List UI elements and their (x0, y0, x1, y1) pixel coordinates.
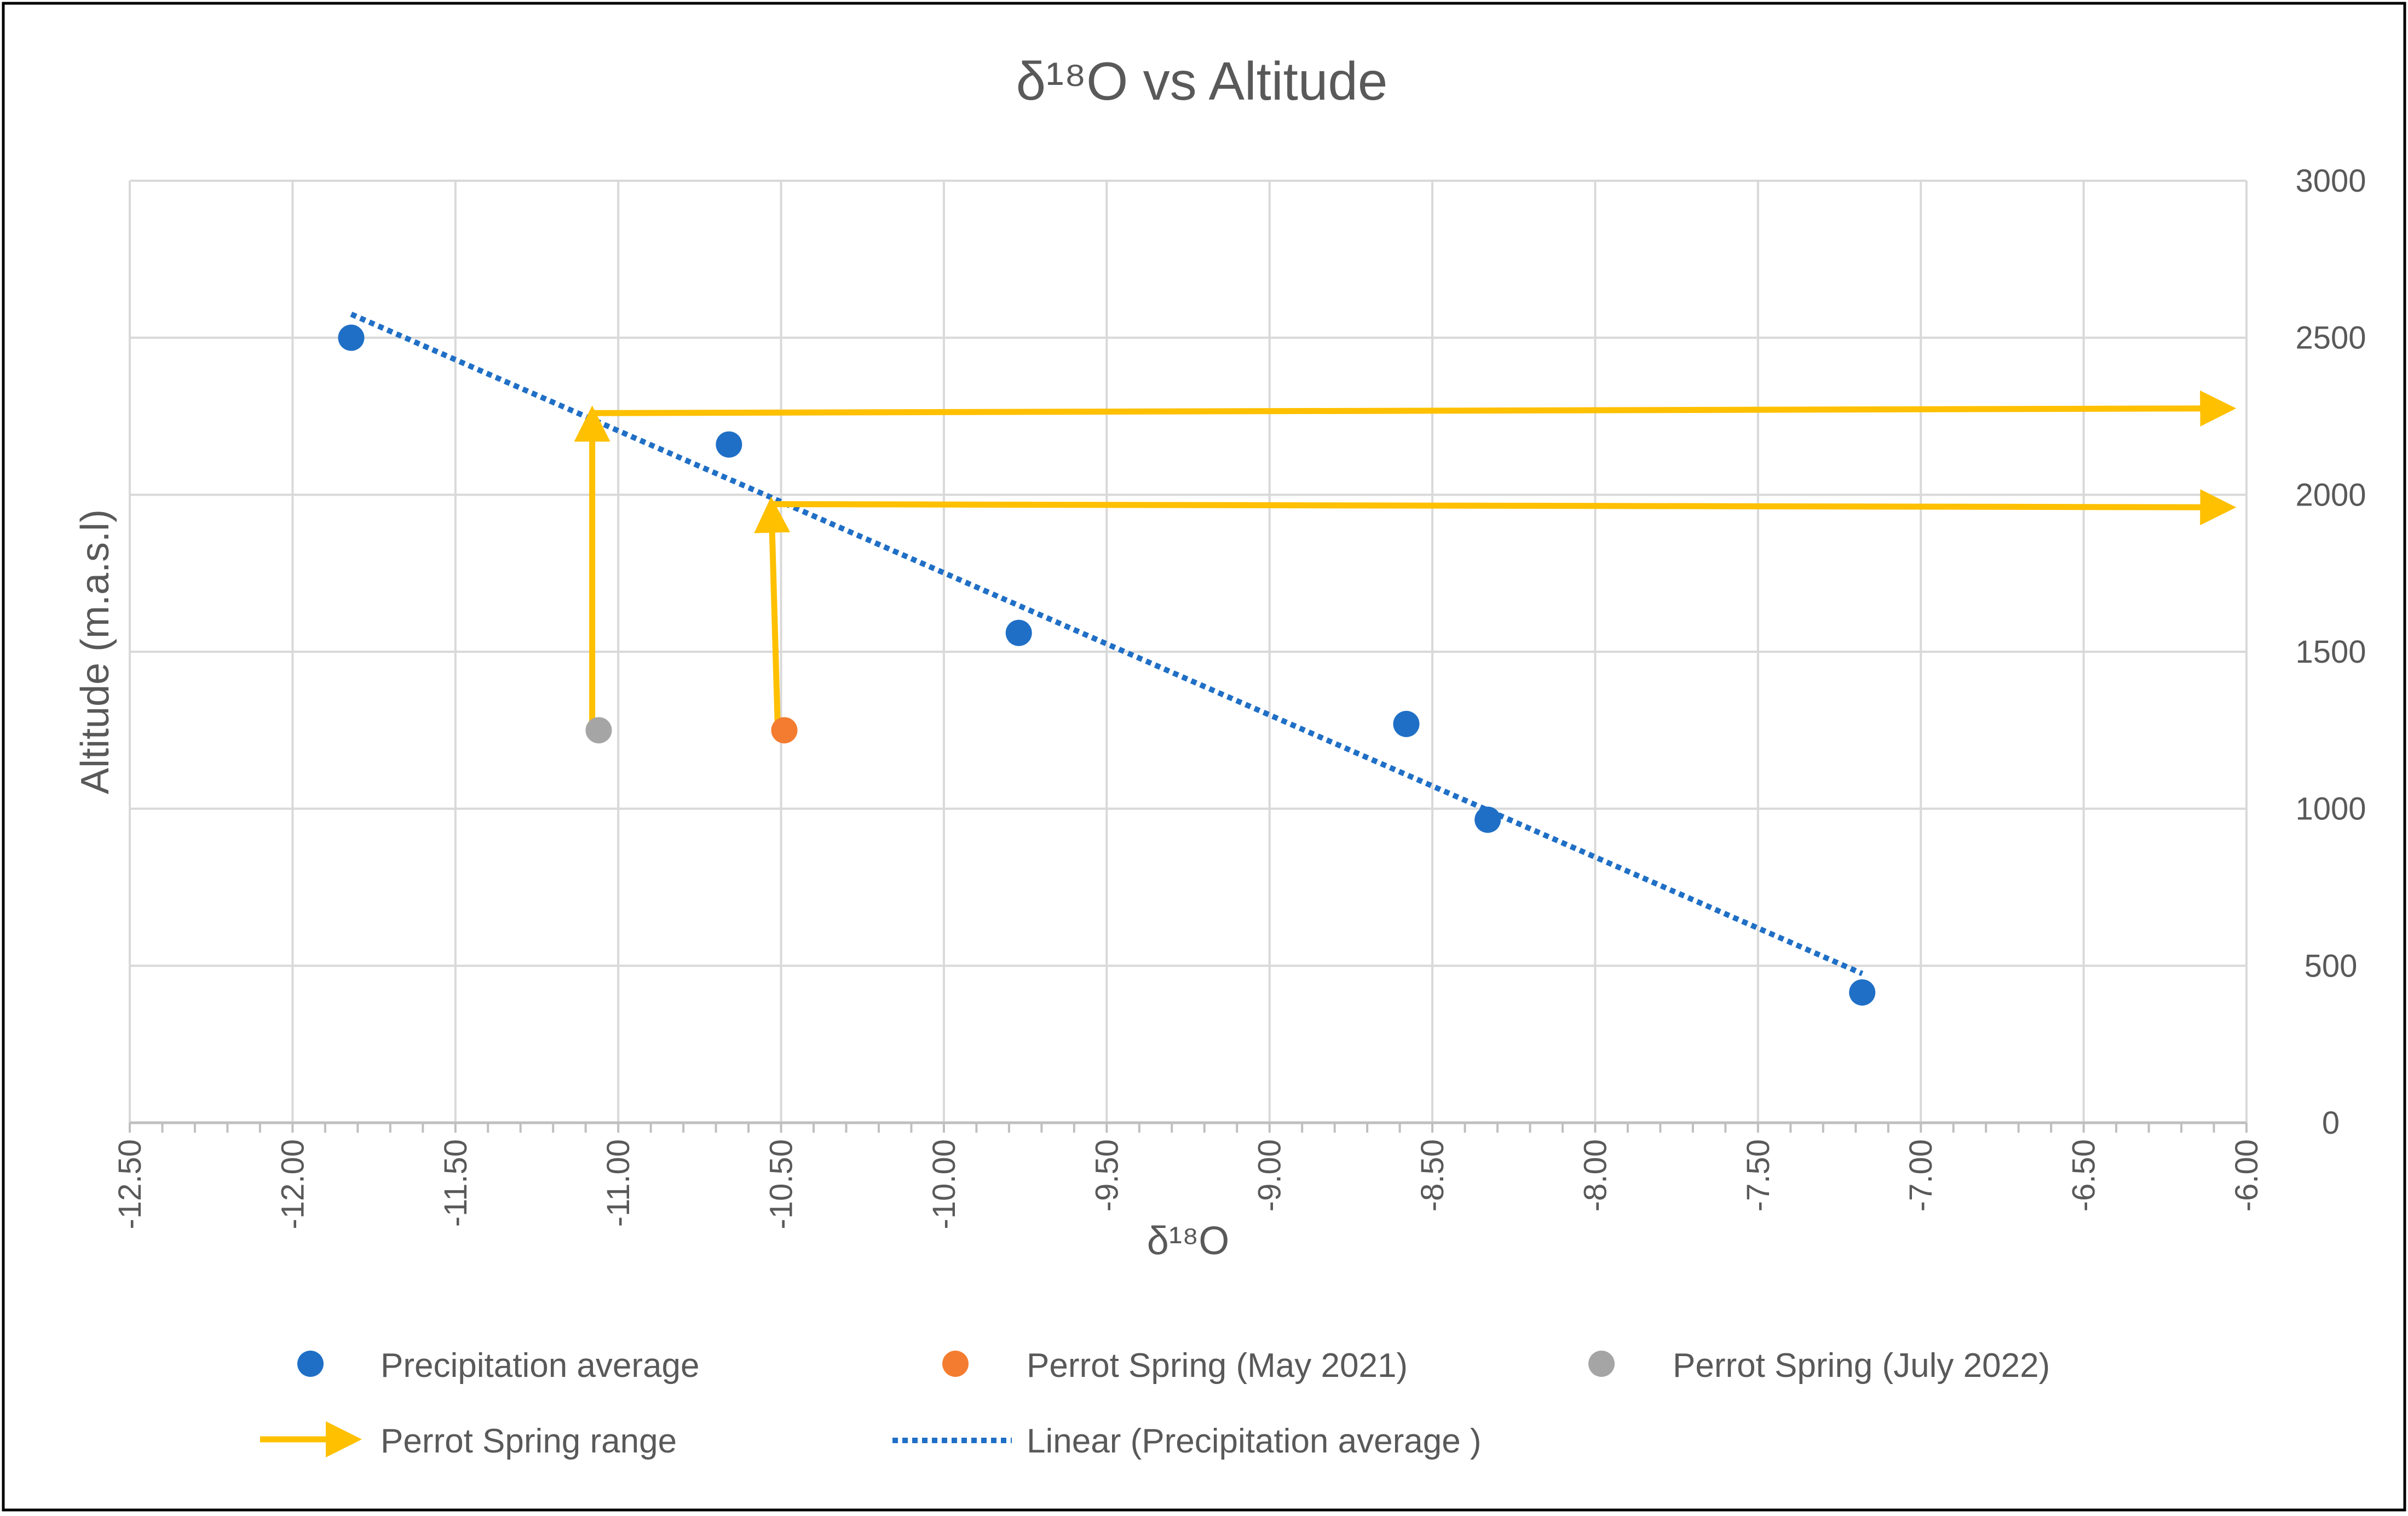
x-tick-label: -10.50 (764, 1139, 799, 1229)
x-tick-label: -6.50 (2066, 1139, 2102, 1211)
legend-item-july-2022[interactable]: Perrot Spring (July 2022) (1588, 1347, 2050, 1385)
perrot-july-2022-point[interactable] (585, 717, 612, 744)
precipitation-point[interactable] (338, 324, 365, 351)
trendline-layer (350, 312, 1864, 977)
legend-item-precipitation[interactable]: Precipitation average (297, 1347, 699, 1385)
x-tick-label: -9.50 (1089, 1139, 1125, 1211)
legend-label-july-2022: Perrot Spring (July 2022) (1673, 1347, 2050, 1385)
precipitation-point[interactable] (1393, 710, 1420, 737)
precipitation-point[interactable] (1849, 979, 1876, 1006)
x-tick-label: -7.50 (1741, 1139, 1776, 1211)
legend-label-linear: Linear (Precipitation average ) (1027, 1422, 1482, 1460)
legend-marker-precipitation (297, 1351, 324, 1377)
range-arrows-layer (574, 390, 2237, 731)
legend-item-may-2021[interactable]: Perrot Spring (May 2021) (942, 1347, 1408, 1385)
x-tick-label: -10.00 (926, 1139, 962, 1229)
range-arrow-2 (592, 390, 2237, 427)
legend-item-range[interactable]: Perrot Spring range (260, 1421, 677, 1460)
y-tick-label: 0 (2322, 1105, 2340, 1141)
legend-marker-july-2022 (1588, 1351, 1615, 1377)
x-tick-label: -8.00 (1577, 1139, 1613, 1211)
y-tick-label: 2000 (2295, 477, 2366, 513)
legend: Precipitation average Perrot Spring (May… (260, 1347, 2050, 1460)
legend-label-range: Perrot Spring range (381, 1422, 677, 1460)
range-arrow-3 (754, 496, 791, 731)
y-tick-label: 3000 (2295, 163, 2366, 199)
y-axis-title: Altitude (m.a.s.l) (73, 509, 117, 794)
y-tick-label: 2500 (2295, 320, 2366, 356)
data-points-layer (338, 324, 1876, 1006)
x-tick-label: -11.00 (601, 1139, 636, 1227)
x-tick-label: -12.00 (275, 1139, 310, 1229)
x-tick-label: -6.00 (2229, 1139, 2265, 1211)
precipitation-point[interactable] (1474, 806, 1501, 833)
legend-item-linear[interactable]: Linear (Precipitation average ) (892, 1422, 1482, 1460)
perrot-may-2021-point[interactable] (771, 717, 798, 744)
x-tick-label: -8.50 (1415, 1139, 1450, 1211)
legend-label-precipitation: Precipitation average (381, 1347, 699, 1385)
y-tick-label: 500 (2305, 948, 2358, 984)
precipitation-point[interactable] (1005, 619, 1032, 646)
axes: -12.50 -12.00 -11.50 -11.00 -10.50 -10.00 -9.5… (112, 163, 2366, 1229)
x-axis-title: δ¹⁸O (1147, 1219, 1229, 1263)
precipitation-point[interactable] (716, 431, 742, 458)
gridlines (129, 180, 2248, 1124)
legend-label-may-2021: Perrot Spring (May 2021) (1027, 1347, 1408, 1385)
chart-title: δ¹⁸O vs Altitude (1016, 51, 1388, 111)
x-tick-label: -9.00 (1252, 1139, 1288, 1211)
x-tick-label: -12.50 (112, 1139, 148, 1229)
range-arrow-4 (771, 489, 2237, 526)
linear-trendline (350, 312, 1864, 977)
x-tick-label: -11.50 (438, 1139, 474, 1227)
y-tick-label: 1500 (2295, 634, 2366, 670)
legend-marker-may-2021 (942, 1351, 969, 1377)
x-tick-label: -7.00 (1903, 1139, 1939, 1211)
y-tick-label: 1000 (2295, 791, 2366, 827)
